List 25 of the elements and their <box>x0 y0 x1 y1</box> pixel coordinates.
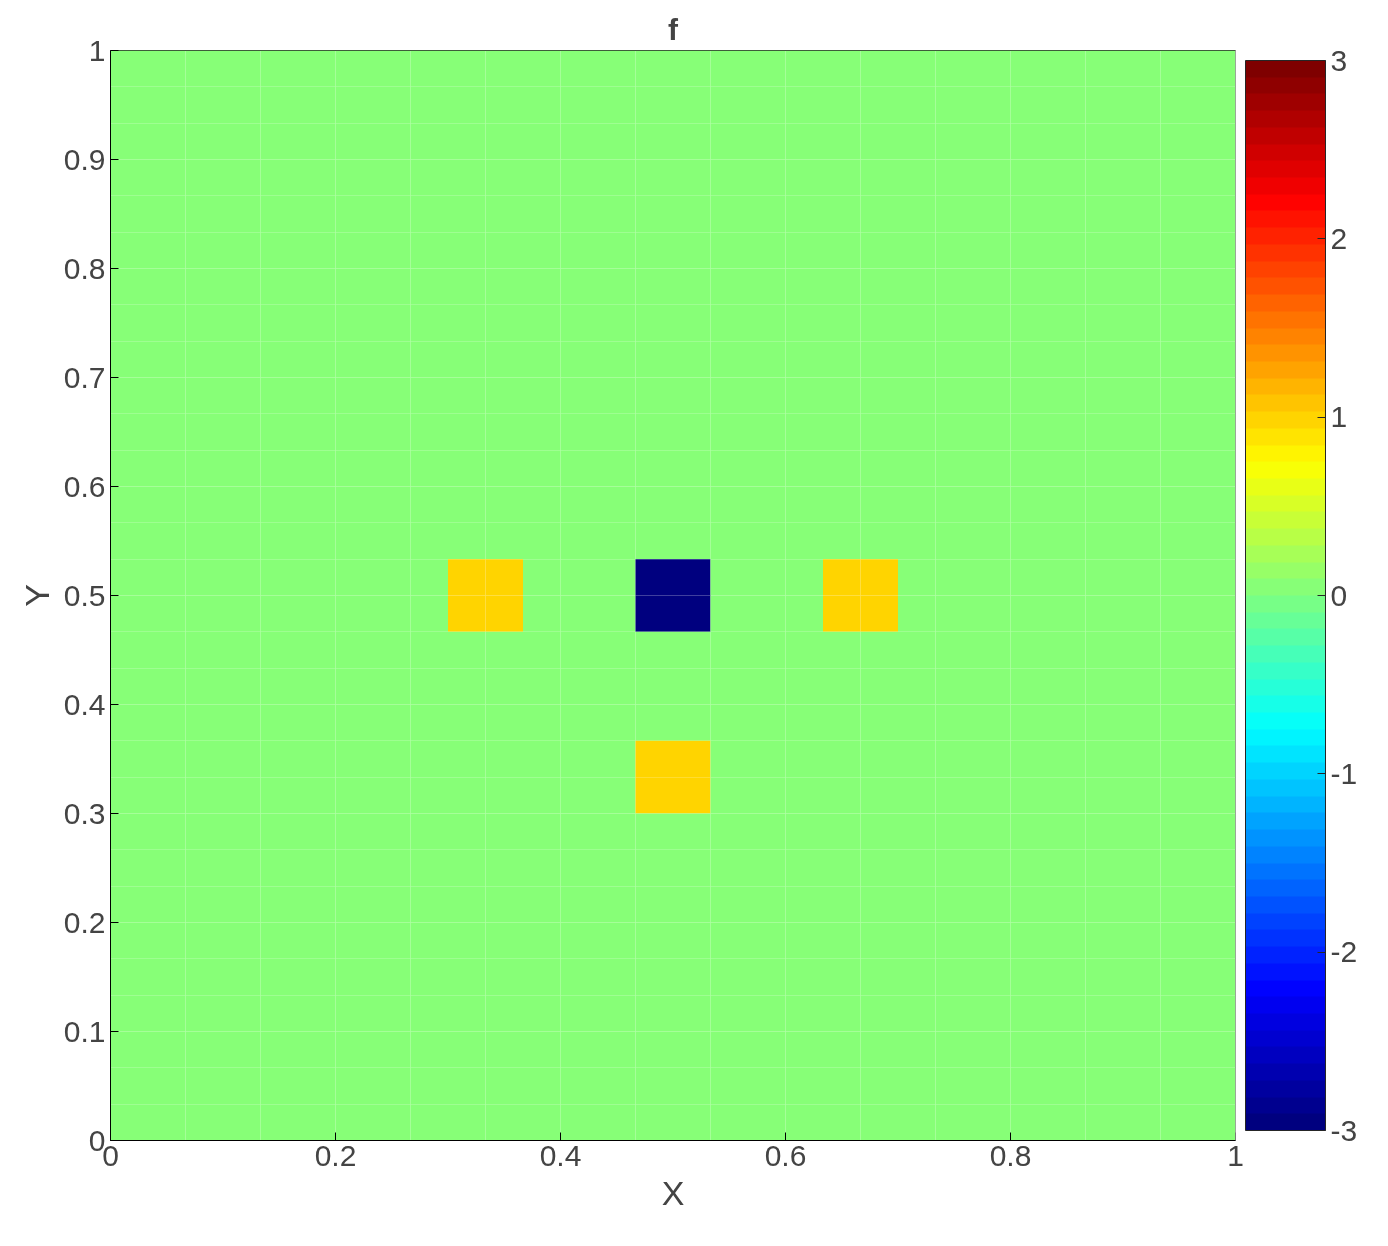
y-tick-label: 0.9 <box>63 142 106 176</box>
x-tick-label: 0.4 <box>539 1138 582 1172</box>
x-tick-label: 0.8 <box>989 1138 1032 1172</box>
color-bar-label: 3 <box>1330 43 1348 77</box>
y-tick-label: 0.8 <box>63 251 106 285</box>
y-tick-label: 0.7 <box>63 360 106 394</box>
color-bar-label: 1 <box>1330 400 1348 434</box>
chart-title: f <box>668 12 679 46</box>
color-bar-label: 2 <box>1330 221 1348 255</box>
y-tick-label: 0.2 <box>63 905 106 939</box>
x-tick-label: 0.2 <box>314 1138 357 1172</box>
y-tick-label: 0.4 <box>63 687 106 721</box>
y-tick-label: 1 <box>88 33 106 67</box>
y-axis-title: Y <box>17 584 56 607</box>
color-bar-label: 0 <box>1330 578 1348 612</box>
color-bar-label: -2 <box>1330 935 1358 969</box>
y-tick-label: 0.5 <box>63 578 106 612</box>
x-tick-label: 0.6 <box>764 1138 807 1172</box>
y-tick-label: 0.3 <box>63 796 106 830</box>
x-tick-label: 1 <box>1227 1138 1244 1172</box>
y-tick-label: 0.1 <box>63 1014 106 1048</box>
y-tick-label: 0.6 <box>63 469 106 503</box>
color-bar-label: -3 <box>1330 1113 1358 1147</box>
color-bar-label: -1 <box>1330 756 1358 790</box>
x-axis-title: X <box>661 1173 685 1212</box>
